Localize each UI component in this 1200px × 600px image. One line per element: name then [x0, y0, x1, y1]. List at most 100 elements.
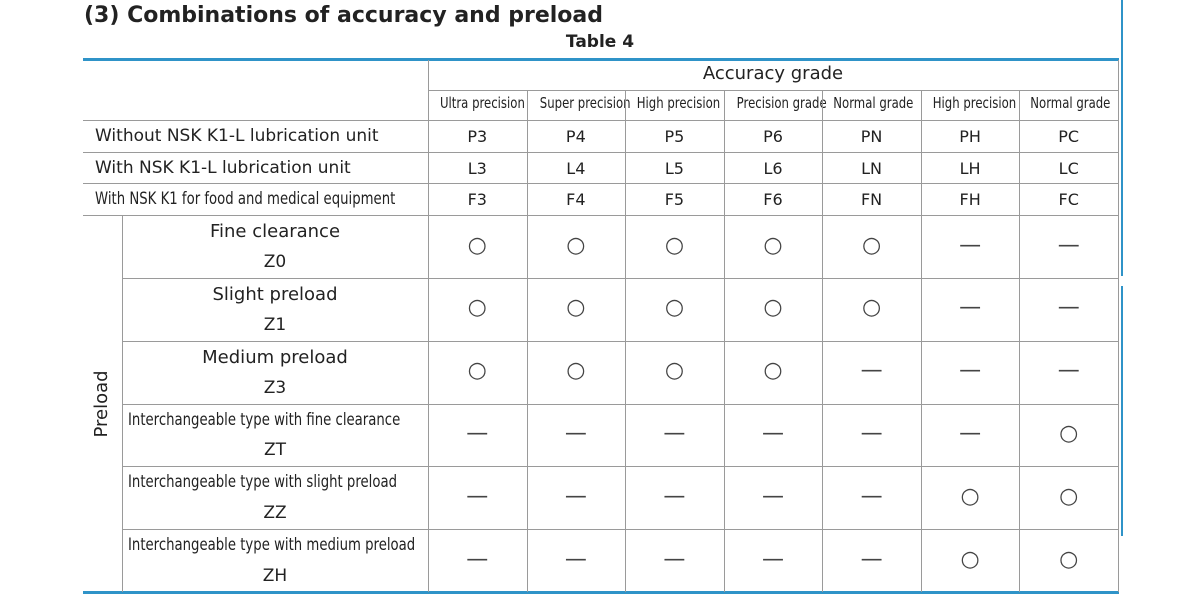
preload-name: Interchangeable type with slight preload — [128, 472, 398, 493]
grade-code: LC — [1058, 158, 1079, 178]
availability-mark: — — [466, 420, 489, 446]
availability-mark: ○ — [664, 358, 685, 384]
availability-mark: — — [564, 483, 587, 509]
rule — [625, 90, 626, 592]
rule — [527, 90, 528, 592]
preload-name: Fine clearance — [209, 221, 341, 243]
grade-code: L5 — [664, 158, 684, 178]
availability-mark: — — [663, 420, 686, 446]
grade-header: Super precision — [539, 94, 631, 112]
availability-mark: — — [564, 546, 587, 572]
caption: Table 4 — [565, 32, 635, 52]
availability-mark: — — [761, 420, 784, 446]
preload-name: Medium preload — [202, 346, 348, 368]
rule — [822, 90, 823, 592]
rule — [122, 466, 1118, 468]
grade-code: LN — [861, 158, 882, 178]
availability-mark: ○ — [763, 232, 783, 258]
grade-header: Ultra precision — [439, 94, 525, 112]
grade-code: L4 — [566, 158, 586, 178]
availability-mark: ○ — [664, 295, 685, 321]
availability-mark: ○ — [763, 358, 783, 384]
grade-code: F5 — [664, 190, 685, 210]
grade-code: PH — [959, 127, 981, 146]
availability-mark: — — [860, 358, 883, 384]
availability-mark: — — [1057, 295, 1080, 321]
grade-header: High precision — [932, 94, 1017, 112]
row-label: With NSK K1 for food and medical equipme… — [95, 189, 396, 210]
rule — [122, 403, 1118, 405]
top-rule — [83, 58, 1119, 61]
availability-mark: ○ — [664, 232, 685, 258]
grade-code: FN — [860, 190, 883, 210]
grade-code: P6 — [763, 127, 783, 146]
preload-code: Z1 — [263, 314, 287, 335]
availability-mark: ○ — [467, 358, 487, 384]
availability-mark: ○ — [467, 295, 487, 321]
grade-code: FC — [1058, 190, 1079, 210]
grade-header: Precision grade — [736, 94, 827, 112]
availability-mark: ○ — [960, 546, 980, 572]
grade-code: L3 — [467, 158, 487, 178]
bottom-rule — [83, 591, 1119, 594]
grade-code: P5 — [664, 127, 685, 146]
availability-mark: ○ — [1059, 483, 1079, 509]
edge-rule — [1121, 286, 1123, 536]
rule — [122, 529, 1118, 531]
rule — [1019, 90, 1020, 592]
preload-code: ZH — [262, 566, 288, 586]
rule — [724, 90, 725, 592]
availability-mark: — — [564, 420, 587, 446]
preload-code: ZZ — [263, 503, 287, 524]
edge-rule — [1121, 0, 1123, 276]
availability-mark: — — [1057, 232, 1080, 258]
availability-mark: ○ — [861, 232, 882, 258]
availability-mark: ○ — [467, 232, 487, 258]
preload-name: Slight preload — [212, 283, 338, 305]
availability-mark: — — [959, 358, 982, 384]
side-label: Preload — [91, 370, 112, 438]
availability-mark: ○ — [1059, 546, 1079, 572]
availability-mark: — — [761, 546, 784, 572]
rule — [122, 215, 123, 592]
availability-mark: — — [959, 232, 982, 258]
grade-header: Normal grade — [1030, 94, 1111, 112]
availability-mark: — — [1057, 358, 1080, 384]
availability-mark: ○ — [763, 295, 783, 321]
rule — [428, 60, 429, 592]
rule — [83, 120, 1118, 121]
grade-code: P3 — [467, 127, 488, 146]
preload-name: Interchangeable type with fine clearance — [128, 409, 401, 430]
grade-code: P4 — [565, 127, 586, 146]
grade-code: PN — [860, 127, 883, 146]
grade-code: F3 — [467, 190, 487, 210]
grade-code: F4 — [566, 190, 586, 210]
availability-mark: — — [663, 483, 686, 509]
availability-mark: ○ — [960, 483, 980, 509]
availability-mark: ○ — [566, 232, 586, 258]
grade-code: PC — [1058, 127, 1080, 146]
grade-code: F6 — [763, 190, 783, 210]
rule — [1118, 60, 1119, 592]
rule — [122, 340, 1118, 342]
rule — [83, 215, 1118, 217]
availability-mark: — — [761, 483, 784, 509]
availability-mark: — — [860, 420, 883, 446]
availability-mark: — — [959, 420, 982, 446]
rule — [428, 90, 1118, 91]
preload-code: ZT — [263, 440, 287, 461]
preload-code: Z0 — [263, 251, 287, 272]
grade-code: FH — [959, 190, 981, 210]
availability-mark: ○ — [861, 295, 882, 321]
grade-code: L6 — [763, 158, 783, 178]
preload-name: Interchangeable type with medium preload — [128, 535, 416, 556]
availability-mark: ○ — [566, 358, 586, 384]
grade-code: LH — [959, 158, 981, 178]
preload-code: Z3 — [263, 377, 287, 398]
rule — [83, 183, 1118, 185]
grade-header: High precision — [636, 94, 721, 112]
row-label: With NSK K1-L lubrication unit — [95, 157, 351, 178]
rule — [921, 90, 922, 592]
availability-mark: ○ — [566, 295, 586, 321]
